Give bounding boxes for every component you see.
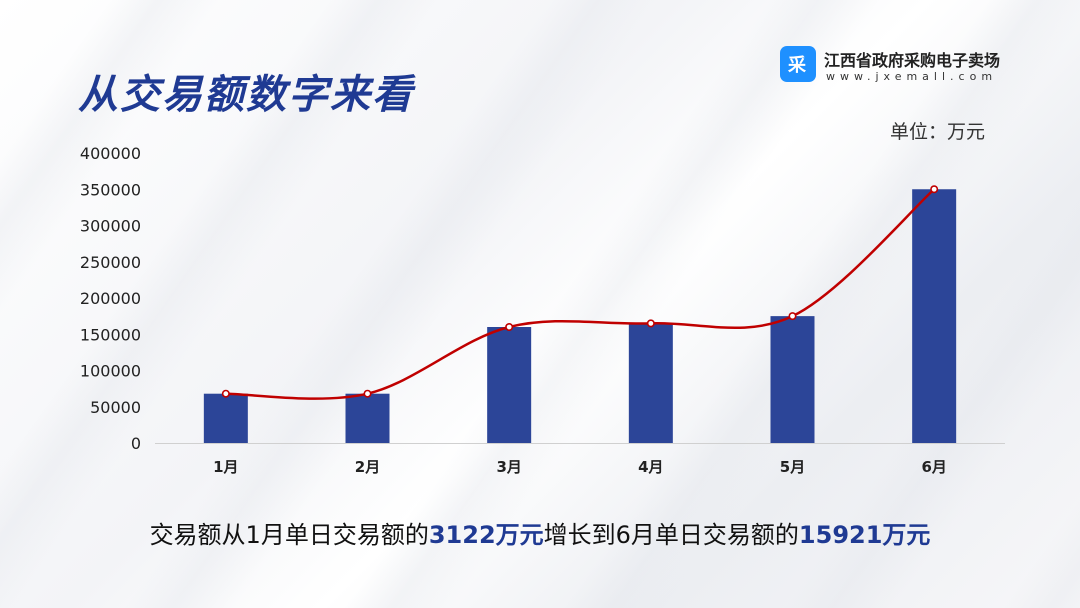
bar	[203, 393, 248, 443]
line-point	[788, 312, 797, 321]
y-tick-label: 300000	[80, 217, 141, 236]
caption-value2: 15921万元	[798, 521, 931, 549]
y-tick-label: 150000	[80, 325, 141, 344]
trend-line	[225, 188, 936, 400]
caption-part1: 交易额从1月单日交易额的	[149, 521, 429, 549]
x-tick-label: 5月	[780, 458, 805, 476]
line-point	[363, 389, 372, 398]
x-tick-label: 6月	[921, 458, 946, 476]
bar	[487, 327, 532, 443]
bar	[770, 316, 815, 443]
y-tick-label: 350000	[80, 180, 141, 199]
y-tick-label: 0	[131, 434, 141, 453]
y-tick-label: 200000	[80, 289, 141, 308]
x-tick-label: 4月	[638, 458, 663, 476]
y-tick-label: 50000	[90, 398, 141, 417]
caption: 交易额从1月单日交易额的3122万元增长到6月单日交易额的15921万元	[0, 515, 1080, 550]
brand: 采 江西省政府采购电子卖场 www.jxemall.com	[780, 46, 1040, 90]
y-tick-label: 400000	[80, 144, 141, 163]
unit-label: 单位：万元	[890, 121, 986, 143]
brand-logo-icon: 采	[780, 46, 816, 82]
y-tick-label: 250000	[80, 253, 141, 272]
bar	[345, 393, 390, 443]
x-tick-label: 1月	[213, 458, 238, 476]
x-tick-label: 2月	[355, 458, 380, 476]
line-point	[930, 185, 939, 194]
caption-value1: 3122万元	[428, 521, 544, 549]
line-point	[646, 319, 655, 328]
x-tick-label: 3月	[496, 458, 521, 476]
caption-part2: 增长到6月单日交易额的	[543, 521, 799, 549]
bar	[912, 189, 957, 443]
brand-name: 江西省政府采购电子卖场	[824, 51, 1001, 70]
bar	[628, 323, 673, 443]
line-point	[221, 389, 230, 398]
y-tick-label: 100000	[80, 362, 141, 381]
line-point	[505, 322, 514, 331]
brand-url: www.jxemall.com	[826, 70, 998, 83]
brand-logo-glyph: 采	[788, 55, 806, 76]
page-title: 从交易额数字来看	[78, 72, 414, 118]
